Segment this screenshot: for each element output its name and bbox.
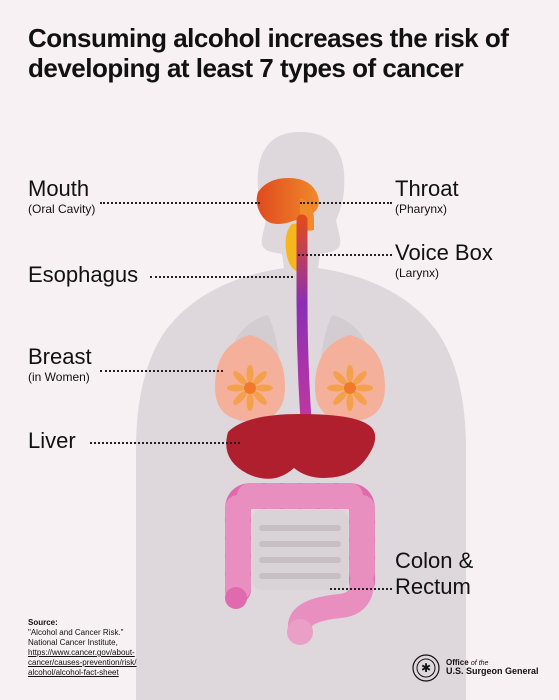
attribution-org: U.S. Surgeon General [446, 667, 539, 676]
leader-line [298, 254, 392, 256]
label-sub: (Oral Cavity) [28, 202, 95, 216]
source-url: cancer/causes-prevention/risk/ [28, 658, 137, 668]
label-voicebox: Voice Box(Larynx) [395, 240, 493, 280]
seal-icon: ✱ [412, 654, 440, 682]
source-header: Source: [28, 618, 137, 628]
label-main: Colon & Rectum [395, 548, 473, 600]
label-main: Breast [28, 344, 92, 370]
label-colon: Colon & Rectum [395, 548, 473, 600]
label-main: Voice Box [395, 240, 493, 266]
attribution-text: Office of the U.S. Surgeon General [446, 659, 539, 677]
label-sub: (in Women) [28, 370, 92, 384]
leader-line [90, 442, 240, 444]
source-citation: Source: "Alcohol and Cancer Risk." Natio… [28, 618, 137, 678]
source-line: "Alcohol and Cancer Risk." [28, 628, 137, 638]
leader-line [100, 202, 260, 204]
label-main: Throat [395, 176, 459, 202]
label-main: Mouth [28, 176, 95, 202]
leader-line [150, 276, 293, 278]
infographic-canvas: Consuming alcohol increases the risk of … [0, 0, 559, 700]
label-liver: Liver [28, 428, 76, 454]
label-main: Esophagus [28, 262, 138, 288]
attribution: ✱ Office of the U.S. Surgeon General [412, 654, 539, 682]
intestine-bg-icon [252, 510, 348, 590]
svg-text:✱: ✱ [421, 661, 431, 675]
label-throat: Throat(Pharynx) [395, 176, 459, 216]
source-url: https://www.cancer.gov/about- [28, 648, 137, 658]
label-breast: Breast(in Women) [28, 344, 92, 384]
source-url: alcohol/alcohol-fact-sheet [28, 668, 137, 678]
label-sub: (Pharynx) [395, 202, 459, 216]
label-esophagus: Esophagus [28, 262, 138, 288]
source-line: National Cancer Institute, [28, 638, 137, 648]
leader-line [300, 202, 392, 204]
label-main: Liver [28, 428, 76, 454]
leader-line [330, 588, 392, 590]
label-sub: (Larynx) [395, 266, 493, 280]
label-mouth: Mouth(Oral Cavity) [28, 176, 95, 216]
liver-organ-icon [226, 414, 375, 479]
leader-line [100, 370, 223, 372]
